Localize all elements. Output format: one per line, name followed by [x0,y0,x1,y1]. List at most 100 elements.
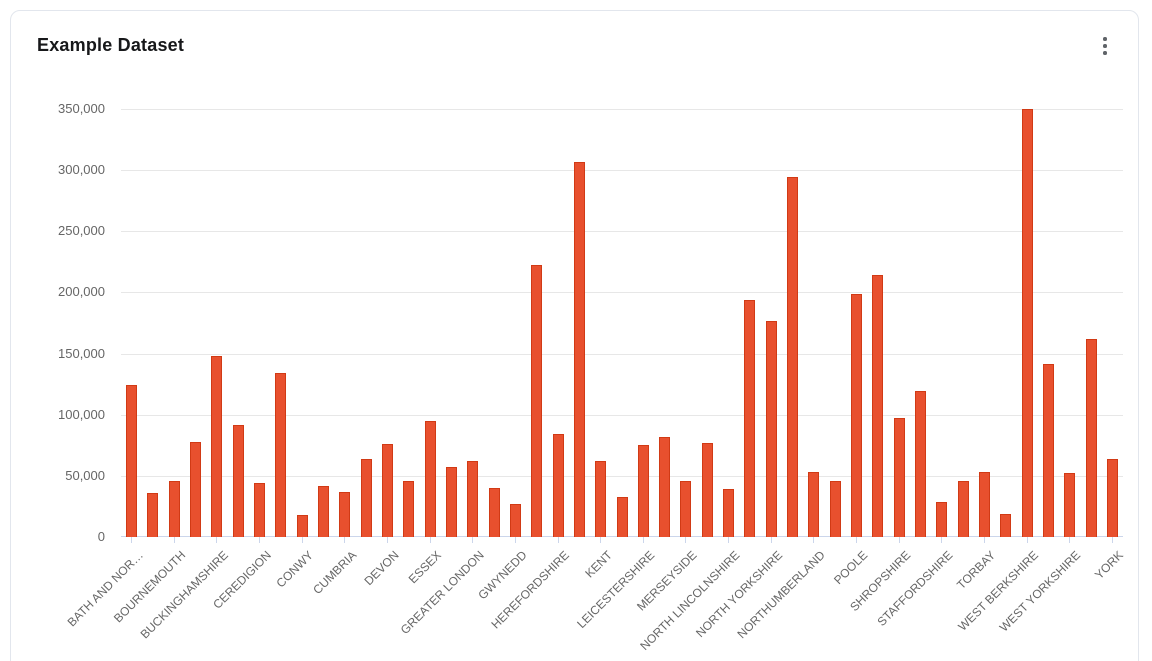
bar-west-berkshire[interactable] [1021,109,1033,537]
x-axis-tick [344,537,346,543]
bar-bar-16[interactable] [445,466,457,537]
bar-chart-plot-area: 0 50,000 100,000 150,000 200,000 250,000 300,0… [58,102,1126,653]
bar-shropshire[interactable] [893,418,905,537]
x-axis-label: CUMBRIA [309,548,359,598]
bar-cumbria[interactable] [339,491,351,537]
bar-bar-44[interactable] [1042,363,1054,537]
bar-kent[interactable] [595,460,607,537]
bar-bournemouth[interactable] [168,481,180,537]
bar-bar-46[interactable] [1085,338,1097,537]
bar-bar-8[interactable] [275,372,287,537]
bar-bar-18[interactable] [488,488,500,537]
gridline [121,354,1123,355]
gridline [121,476,1123,477]
x-axis-label: ESSEX [405,548,445,587]
bar-bar-2[interactable] [147,492,159,537]
bar-north-lincolnshire[interactable] [723,489,735,537]
x-axis-tick [472,537,474,543]
bar-bar-28[interactable] [701,442,713,537]
bar-gwynedd[interactable] [509,503,521,537]
bar-bar-40[interactable] [957,480,969,537]
bar-bar-6[interactable] [232,425,244,537]
x-axis-tick [216,537,218,543]
bar-merseyside[interactable] [680,480,692,537]
y-axis-label: 0 [97,529,105,544]
gridline [121,292,1123,293]
bar-bar-4[interactable] [190,441,202,537]
y-axis-label: 50,000 [65,468,105,483]
bar-bar-10[interactable] [318,485,330,537]
x-axis-label: GREATER LONDON [397,548,487,637]
bar-bar-42[interactable] [1000,513,1012,537]
x-axis-tick [898,537,900,543]
bar-bar-30[interactable] [744,299,756,537]
y-axis-label: 100,000 [58,407,105,422]
bar-greater-london[interactable] [467,460,479,537]
bar-leicestershire[interactable] [637,445,649,537]
gridline [121,415,1123,416]
context-menu-button[interactable] [1096,35,1114,57]
y-axis-label: 200,000 [58,284,105,299]
x-axis-tick [386,537,388,543]
bar-buckinghamshire[interactable] [211,356,223,537]
x-axis-tick [770,537,772,543]
bar-poole[interactable] [851,293,862,537]
bar-west-yorkshire[interactable] [1064,473,1076,537]
bar-north-yorkshire[interactable] [765,321,777,537]
chart-card: Example Dataset 0 50,000 100,000 150,000 200… [10,10,1139,661]
bar-bar-32[interactable] [787,177,799,537]
bar-essex[interactable] [424,420,436,537]
bar-devon[interactable] [381,444,393,537]
bar-bar-38[interactable] [914,390,926,537]
x-axis-label: CONWY [273,548,317,591]
x-axis-label: NORTHUMBERLAND [734,548,828,642]
x-axis-tick [131,537,133,543]
x-axis-tick [642,537,644,543]
bar-bar-36[interactable] [872,274,884,537]
bar-staffordshire[interactable] [936,502,948,537]
bar-herefordshire[interactable] [552,434,564,537]
x-axis-label: WEST BERKSHIRE [955,548,1041,634]
y-axis-label: 150,000 [58,346,105,361]
bar-bath-and-nor[interactable] [126,384,138,537]
x-axis-tick [728,537,730,543]
x-axis-tick [941,537,943,543]
x-axis-tick [600,537,602,543]
x-axis-tick [856,537,857,543]
bar-bar-20[interactable] [531,264,543,537]
gridline [121,109,1123,110]
y-axis-label: 250,000 [58,223,105,238]
bar-northumberland[interactable] [808,472,820,537]
bar-torbay[interactable] [978,471,990,537]
x-axis-label: BOURNEMOUTH [110,548,189,626]
x-axis-tick [1111,537,1113,543]
x-axis-tick [173,537,175,543]
y-axis-label: 350,000 [58,101,105,116]
bar-bar-26[interactable] [659,437,671,537]
kebab-dot-icon [1103,37,1107,41]
x-axis-tick [983,537,985,543]
x-axis-tick [813,537,815,543]
x-axis-tick [1069,537,1071,543]
x-axis-tick [1026,537,1028,543]
kebab-dot-icon [1103,44,1107,48]
x-axis-tick [301,537,303,543]
bar-bar-22[interactable] [573,161,585,537]
x-axis-label: STAFFORDSHIRE [874,548,956,629]
bar-bar-12[interactable] [360,458,372,537]
x-axis-tick [429,537,431,543]
y-axis-label: 300,000 [58,162,105,177]
x-axis-tick [259,537,261,543]
x-axis-tick [685,537,687,543]
x-axis-label: POOLE [831,548,871,588]
bar-bar-24[interactable] [616,496,628,537]
bar-ceredigion[interactable] [254,482,266,537]
bar-york[interactable] [1106,459,1118,537]
bar-bar-34[interactable] [829,480,841,537]
chart-title: Example Dataset [37,35,185,55]
bar-conwy[interactable] [296,514,308,537]
x-axis-tick [557,537,559,543]
bar-bar-14[interactable] [403,480,415,537]
x-axis-label: KENT [582,548,615,581]
